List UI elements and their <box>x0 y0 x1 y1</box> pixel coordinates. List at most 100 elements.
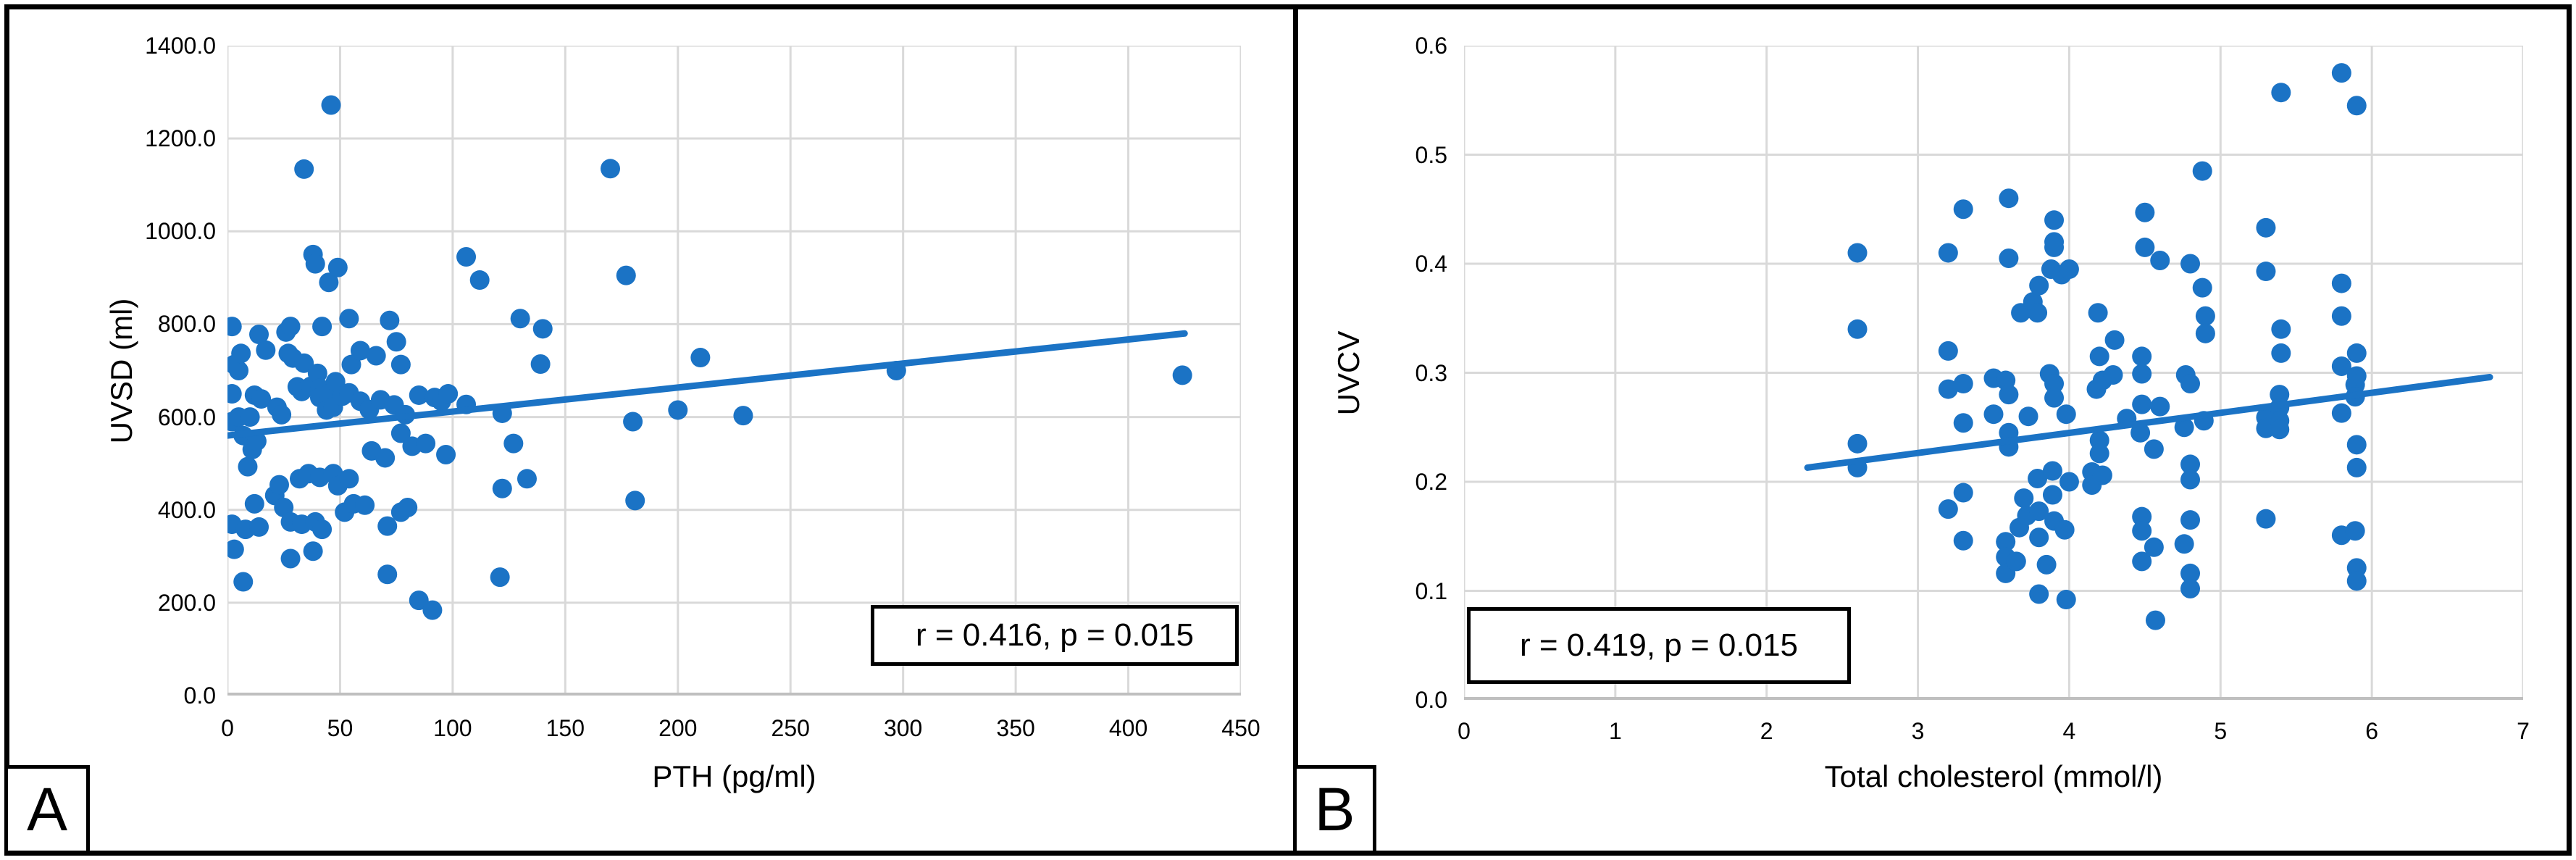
scatter-point <box>312 317 333 337</box>
scatter-point <box>2132 394 2152 414</box>
scatter-point <box>1847 243 1868 263</box>
scatter-point <box>2135 237 2155 257</box>
x-tick-label: 350 <box>996 715 1035 741</box>
scatter-point <box>1999 248 2019 268</box>
scatter-point <box>1938 243 1958 263</box>
scatter-point <box>380 310 400 330</box>
x-tick-label: 150 <box>545 715 585 741</box>
scatter-point <box>1983 404 2004 425</box>
scatter-point <box>2044 374 2065 394</box>
scatter-point <box>240 407 260 427</box>
x-tick-label: 5 <box>2214 718 2228 744</box>
panel-a-plot-svg <box>227 46 1241 696</box>
y-tick-label: 0.5 <box>1415 141 1447 168</box>
y-tick-label: 800.0 <box>157 311 216 338</box>
scatter-point <box>2180 563 2201 583</box>
scatter-point <box>280 548 301 569</box>
scatter-point <box>294 353 314 373</box>
scatter-point <box>2345 521 2365 541</box>
scatter-point <box>2180 254 2201 274</box>
scatter-point <box>312 519 333 540</box>
panel-b-letter-badge: B <box>1293 765 1376 854</box>
scatter-point <box>456 247 477 267</box>
scatter-point <box>377 564 398 585</box>
scatter-point <box>305 254 325 274</box>
panel-a-x-axis-title: PTH (pg/ml) <box>652 759 816 793</box>
scatter-point <box>2059 472 2079 492</box>
scatter-point <box>233 572 254 592</box>
scatter-point <box>2054 519 2075 540</box>
x-tick-label: 300 <box>883 715 923 741</box>
scatter-point <box>1953 483 1973 503</box>
scatter-point <box>2331 403 2351 423</box>
scatter-point <box>532 319 553 339</box>
x-tick-label: 2 <box>1760 718 1773 744</box>
scatter-point <box>1938 341 1958 361</box>
scatter-point <box>422 600 443 620</box>
scatter-point <box>2256 509 2276 529</box>
scatter-point <box>386 332 406 352</box>
scatter-point <box>303 541 323 561</box>
scatter-point <box>227 384 242 404</box>
scatter-point <box>2180 469 2201 490</box>
figure-border <box>4 4 2572 856</box>
x-tick-label: 250 <box>771 715 810 741</box>
scatter-point <box>510 309 530 329</box>
scatter-point <box>249 325 269 345</box>
scatter-point <box>503 433 524 454</box>
scatter-point <box>2346 571 2367 591</box>
scatter-point <box>2346 96 2367 116</box>
scatter-point <box>1996 532 2016 552</box>
scatter-point <box>269 475 290 495</box>
scatter-point <box>2331 306 2351 326</box>
x-tick-label: 0 <box>221 715 234 741</box>
scatter-point <box>2174 417 2194 438</box>
scatter-point <box>436 444 456 464</box>
scatter-point <box>2331 356 2351 376</box>
x-tick-label: 1 <box>1608 718 1622 744</box>
scatter-point <box>2145 610 2165 630</box>
scatter-point <box>409 385 429 405</box>
y-tick-label: 0.3 <box>1415 359 1447 386</box>
scatter-point <box>668 400 688 420</box>
y-tick-label: 400.0 <box>157 496 216 523</box>
scatter-point <box>2088 303 2108 323</box>
y-tick-label: 1000.0 <box>145 218 216 245</box>
scatter-point <box>2150 250 2170 270</box>
x-tick-label: 200 <box>658 715 698 741</box>
trend-line <box>227 330 1188 439</box>
scatter-point <box>623 412 643 432</box>
panel-a-annotation-text: r = 0.416, p = 0.015 <box>915 617 1195 653</box>
scatter-point <box>2195 306 2215 326</box>
scatter-point <box>227 317 242 337</box>
scatter-point <box>1847 433 1868 454</box>
scatter-point <box>2089 443 2109 464</box>
scatter-point <box>307 363 327 383</box>
scatter-point <box>339 469 359 489</box>
scatter-point <box>2144 439 2164 459</box>
scatter-point <box>2174 534 2194 554</box>
scatter-point <box>2132 506 2152 527</box>
scatter-point <box>1999 385 2019 405</box>
scatter-point <box>2014 488 2034 509</box>
trend-line <box>1804 374 2493 471</box>
scatter-point <box>366 346 386 366</box>
scatter-point <box>2028 468 2048 488</box>
scatter-point <box>390 423 411 443</box>
scatter-point <box>2256 217 2276 238</box>
y-tick-label: 1200.0 <box>145 125 216 152</box>
scatter-point <box>2092 465 2112 485</box>
scatter-point <box>2346 366 2367 386</box>
scatter-point <box>490 567 510 588</box>
scatter-point <box>2104 330 2125 350</box>
panel-b-plot-svg <box>1464 46 2523 700</box>
scatter-point <box>2346 457 2367 477</box>
scatter-point <box>1938 379 1958 399</box>
scatter-point <box>1953 199 1973 220</box>
scatter-point <box>2132 551 2152 572</box>
y-tick-label: 200.0 <box>157 589 216 616</box>
panel-a-correlation-annotation: r = 0.416, p = 0.015 <box>871 605 1239 666</box>
scatter-point <box>294 159 314 179</box>
y-tick-label: 0.1 <box>1415 577 1447 604</box>
